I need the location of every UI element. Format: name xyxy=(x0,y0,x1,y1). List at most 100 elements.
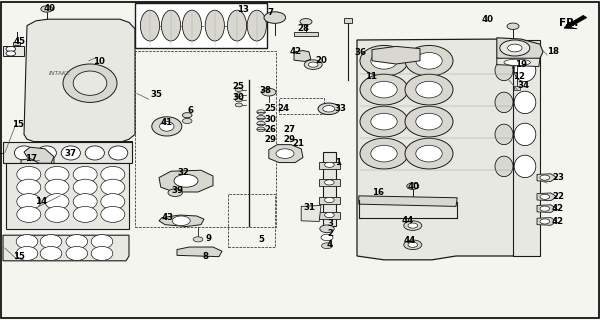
Text: 45: 45 xyxy=(13,37,25,46)
Polygon shape xyxy=(3,46,24,56)
Ellipse shape xyxy=(405,74,453,105)
Ellipse shape xyxy=(17,179,41,195)
Ellipse shape xyxy=(91,246,113,260)
Bar xyxy=(228,194,275,247)
Polygon shape xyxy=(357,39,515,260)
Ellipse shape xyxy=(101,206,125,222)
Ellipse shape xyxy=(235,88,242,92)
Polygon shape xyxy=(497,58,540,67)
Ellipse shape xyxy=(16,235,38,249)
Ellipse shape xyxy=(45,179,69,195)
Circle shape xyxy=(540,175,550,180)
Ellipse shape xyxy=(66,246,88,260)
Circle shape xyxy=(323,106,335,112)
Text: 33: 33 xyxy=(335,104,347,113)
Text: 44: 44 xyxy=(402,216,414,225)
Ellipse shape xyxy=(416,81,442,98)
Ellipse shape xyxy=(45,206,69,222)
Text: 30: 30 xyxy=(264,115,276,124)
Ellipse shape xyxy=(14,146,34,160)
Polygon shape xyxy=(21,157,54,165)
Ellipse shape xyxy=(85,146,104,160)
Ellipse shape xyxy=(235,103,242,107)
Ellipse shape xyxy=(514,91,536,114)
Ellipse shape xyxy=(371,52,397,69)
Ellipse shape xyxy=(101,179,125,195)
Ellipse shape xyxy=(182,10,202,41)
Ellipse shape xyxy=(16,246,38,260)
Circle shape xyxy=(325,180,334,185)
Circle shape xyxy=(408,242,418,247)
Polygon shape xyxy=(24,147,54,163)
Ellipse shape xyxy=(101,143,113,150)
Text: 29: 29 xyxy=(283,135,295,144)
Polygon shape xyxy=(359,196,457,206)
Text: 28: 28 xyxy=(297,24,309,33)
Circle shape xyxy=(325,212,334,218)
Ellipse shape xyxy=(73,194,97,210)
Bar xyxy=(319,212,340,219)
Circle shape xyxy=(407,183,419,189)
Bar xyxy=(294,32,318,36)
Circle shape xyxy=(308,62,318,67)
Circle shape xyxy=(540,206,550,211)
Bar xyxy=(319,162,340,169)
Ellipse shape xyxy=(161,10,181,41)
Ellipse shape xyxy=(91,235,113,249)
Circle shape xyxy=(262,88,276,96)
Circle shape xyxy=(404,240,422,250)
Ellipse shape xyxy=(405,106,453,137)
Text: 9: 9 xyxy=(205,234,211,243)
Circle shape xyxy=(182,113,192,118)
Circle shape xyxy=(37,157,49,164)
Text: 39: 39 xyxy=(171,186,183,195)
Polygon shape xyxy=(513,40,540,256)
Bar xyxy=(13,42,20,45)
Text: 25: 25 xyxy=(264,104,276,113)
Circle shape xyxy=(41,6,53,12)
Text: 32: 32 xyxy=(177,168,189,177)
Polygon shape xyxy=(6,163,129,229)
Circle shape xyxy=(264,12,286,23)
Text: 11: 11 xyxy=(365,72,377,81)
Circle shape xyxy=(172,216,190,226)
Ellipse shape xyxy=(37,146,56,160)
Circle shape xyxy=(300,19,312,25)
Text: FR.: FR. xyxy=(559,18,578,28)
Circle shape xyxy=(276,149,294,158)
Ellipse shape xyxy=(42,143,54,150)
Polygon shape xyxy=(24,19,135,142)
Ellipse shape xyxy=(227,10,247,41)
Ellipse shape xyxy=(504,59,530,66)
Circle shape xyxy=(174,174,198,187)
Text: 1: 1 xyxy=(335,158,341,167)
Ellipse shape xyxy=(205,10,224,41)
Ellipse shape xyxy=(140,10,160,41)
Text: 3: 3 xyxy=(327,219,333,228)
Text: 13: 13 xyxy=(237,5,249,14)
Text: 18: 18 xyxy=(547,47,559,56)
Text: 36: 36 xyxy=(354,48,366,57)
Text: 17: 17 xyxy=(25,154,37,163)
Text: 6: 6 xyxy=(187,106,193,115)
Ellipse shape xyxy=(257,110,265,114)
Text: 19: 19 xyxy=(515,60,527,68)
Ellipse shape xyxy=(61,146,80,160)
Ellipse shape xyxy=(495,60,513,81)
Polygon shape xyxy=(497,38,543,61)
Circle shape xyxy=(508,44,522,52)
Ellipse shape xyxy=(235,93,242,97)
Ellipse shape xyxy=(45,166,69,182)
Polygon shape xyxy=(159,170,213,192)
Text: 4: 4 xyxy=(327,240,333,249)
Bar xyxy=(514,86,520,90)
Ellipse shape xyxy=(360,45,408,76)
Text: 5: 5 xyxy=(258,235,264,244)
Text: 10: 10 xyxy=(93,57,105,66)
Ellipse shape xyxy=(152,117,182,136)
Ellipse shape xyxy=(40,235,62,249)
Ellipse shape xyxy=(360,138,408,169)
Text: 24: 24 xyxy=(277,104,289,113)
Text: 42: 42 xyxy=(552,217,564,226)
Text: 40: 40 xyxy=(408,182,420,191)
